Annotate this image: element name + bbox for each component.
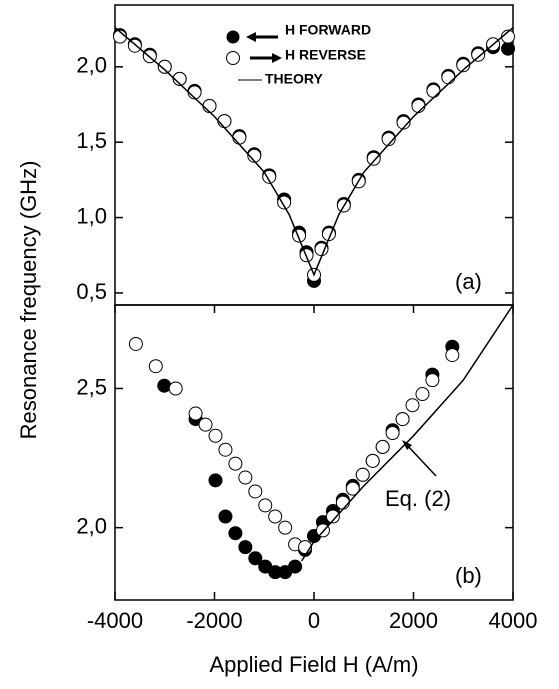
data-point — [217, 114, 232, 129]
data-point — [172, 71, 187, 86]
data-point — [208, 473, 223, 488]
theory-line — [300, 304, 514, 562]
data-point — [268, 509, 283, 524]
data-point — [355, 467, 370, 482]
y-tick-label: 0,5 — [76, 279, 107, 304]
data-point — [228, 456, 243, 471]
data-point — [238, 470, 253, 485]
legend-marker — [226, 51, 240, 65]
data-point — [188, 406, 203, 421]
y-tick-label: 2,0 — [76, 513, 107, 538]
legend-label: H REVERSE — [285, 47, 366, 63]
legend-label: THEORY — [265, 71, 323, 87]
data-point — [501, 41, 516, 56]
data-point — [157, 378, 172, 393]
legend-arrow-head — [272, 53, 282, 63]
annotation-arrow-head — [402, 440, 412, 450]
data-point — [441, 70, 456, 85]
data-point — [375, 439, 390, 454]
legend-label: H FORWARD — [285, 22, 371, 38]
data-point — [238, 540, 253, 555]
y-axis-label: Resonance frequency (GHz) — [16, 161, 41, 440]
data-point — [426, 83, 441, 98]
data-point — [381, 132, 396, 147]
data-point — [345, 481, 360, 496]
data-point — [411, 99, 426, 114]
data-point — [425, 373, 440, 388]
data-point — [157, 59, 172, 74]
theory-line — [114, 27, 514, 277]
panel-label: (a) — [455, 269, 482, 294]
data-point — [148, 359, 163, 374]
y-tick-label: 1,0 — [76, 203, 107, 228]
data-point — [415, 387, 430, 402]
data-point — [405, 398, 420, 413]
panel-label: (b) — [455, 563, 482, 588]
x-tick-label: 4000 — [489, 608, 538, 633]
y-tick-label: 1,5 — [76, 128, 107, 153]
data-point — [228, 526, 243, 541]
data-point — [247, 148, 262, 163]
data-point — [395, 412, 410, 427]
data-point — [202, 99, 217, 114]
annotation: Eq. (2) — [385, 486, 451, 511]
legend-arrow-head — [246, 32, 256, 42]
data-point — [208, 428, 223, 443]
data-point — [248, 484, 263, 499]
y-tick-label: 2,5 — [76, 374, 107, 399]
x-tick-label: 2000 — [389, 608, 438, 633]
data-point — [128, 336, 143, 351]
data-point — [365, 453, 380, 468]
data-point — [471, 47, 486, 62]
data-point — [445, 348, 460, 363]
x-tick-label: 0 — [308, 608, 320, 633]
data-point — [258, 498, 273, 513]
data-point — [218, 442, 233, 457]
data-point — [198, 417, 213, 432]
data-point — [288, 559, 303, 574]
annotation-arrow — [405, 443, 437, 477]
data-point — [168, 381, 183, 396]
data-point — [385, 426, 400, 441]
y-tick-label: 2,0 — [76, 53, 107, 78]
data-point — [325, 509, 340, 524]
data-point — [278, 520, 293, 535]
x-axis-label: Applied Field H (A/m) — [209, 652, 418, 677]
legend: H FORWARD H REVERSE THEORY — [226, 22, 371, 87]
data-point — [262, 169, 277, 184]
data-point — [335, 495, 350, 510]
data-point — [248, 551, 263, 566]
data-point — [366, 151, 381, 166]
data-point — [396, 115, 411, 130]
data-point — [218, 509, 233, 524]
x-tick-label: -4000 — [87, 608, 143, 633]
legend-marker — [226, 30, 240, 44]
x-tick-label: -2000 — [186, 608, 242, 633]
data-point — [232, 130, 247, 145]
